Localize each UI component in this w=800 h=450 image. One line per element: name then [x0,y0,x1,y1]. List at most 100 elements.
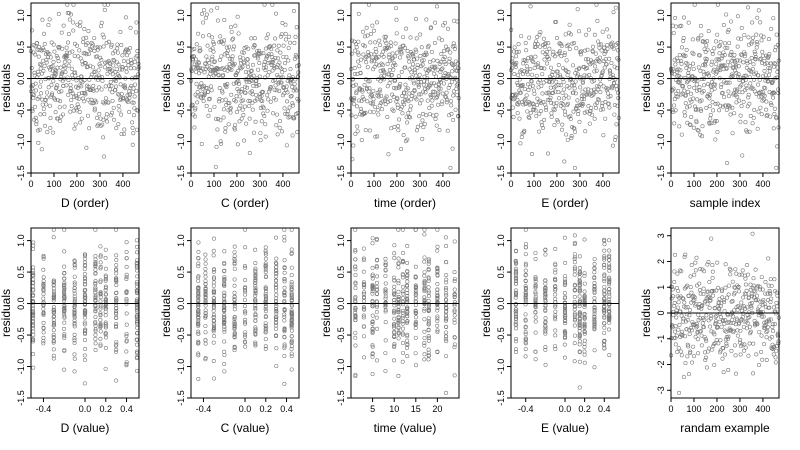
data-point [274,123,279,128]
data-point [400,289,405,294]
data-point [353,281,358,286]
data-point [117,67,122,72]
data-point [776,87,781,92]
data-point [685,283,690,288]
data-point [770,322,775,327]
data-point [563,93,568,98]
data-point [549,80,554,85]
data-point [383,262,388,267]
data-point [434,4,439,9]
data-point [606,101,611,106]
data-point [263,267,268,272]
data-point [572,304,577,309]
data-point [592,348,597,353]
data-point [40,17,45,22]
data-point [380,107,385,112]
data-point [244,77,249,82]
data-point [284,143,289,148]
data-point [100,122,105,127]
data-point [353,335,358,340]
data-point [122,83,127,88]
data-point [766,283,771,288]
data-point [764,114,769,119]
data-point [370,236,375,241]
data-point [72,310,77,315]
data-point [101,44,106,49]
data-point [413,315,418,320]
data-point [772,106,777,111]
y-tick-label: 0.5 [496,41,506,54]
data-point [374,20,379,25]
data-point [747,310,752,315]
data-point [569,83,574,88]
data-point [434,112,439,117]
data-point [743,51,748,56]
data-point [413,285,418,290]
data-point [274,11,279,16]
data-point [759,94,764,99]
data-point [672,72,677,77]
data-point [282,298,287,303]
data-point [436,90,441,95]
data-point [687,332,692,337]
data-point [378,68,383,73]
data-point [287,105,292,110]
data-point [528,4,533,9]
data-point [592,270,597,275]
data-point [353,249,358,254]
data-point [196,313,201,318]
data-point [762,69,767,74]
data-point [95,47,100,52]
data-point [72,298,77,303]
data-point [196,66,201,71]
data-point [82,292,87,297]
data-point [541,36,546,41]
data-point [349,38,354,43]
data-point [592,257,597,262]
data-point [692,295,697,300]
data-point [413,310,418,315]
data-point [29,28,34,33]
data-point [582,329,587,334]
data-point [55,83,60,88]
data-point [540,125,545,130]
data-point [195,90,200,95]
data-point [587,92,592,97]
data-point [207,33,212,38]
x-tick-label: 0.0 [79,404,92,414]
data-point [92,108,97,113]
data-point [235,14,240,19]
data-point [278,50,283,55]
data-point [263,314,268,319]
data-point [713,82,718,87]
data-point [731,328,736,333]
y-tick-label: 1.0 [656,9,666,22]
data-point [72,282,77,287]
data-point [689,328,694,333]
data-point [62,335,67,340]
data-point [72,308,77,313]
data-point [62,304,67,309]
data-point [572,86,577,91]
data-point [267,89,272,94]
data-point [577,270,582,275]
data-point [602,321,607,326]
y-tick-label: -1.5 [496,390,506,406]
data-point [717,108,722,113]
data-point [83,252,88,257]
data-point [582,298,587,303]
data-point [596,84,601,89]
data-point [549,111,554,116]
data-point [738,113,743,118]
data-point [383,289,388,294]
data-point [422,259,427,264]
data-point [273,326,278,331]
data-point [775,331,780,336]
data-point [715,130,720,135]
data-point [445,128,450,133]
data-point [274,288,279,293]
data-point [374,291,379,296]
data-point [363,77,368,82]
data-point [402,98,407,103]
data-point [200,11,205,16]
